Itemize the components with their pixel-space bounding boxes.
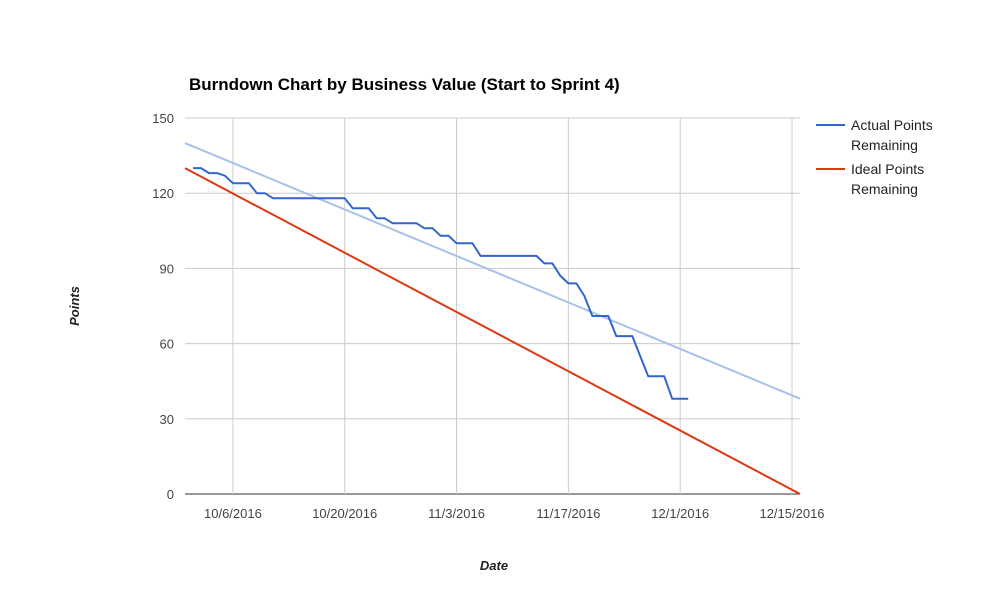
actual-points-line xyxy=(193,167,689,400)
x-tick-label: 12/15/2016 xyxy=(759,506,824,521)
y-tick-label: 0 xyxy=(167,487,174,502)
legend-label: Actual Points Remaining xyxy=(851,117,933,153)
x-axis: 10/6/2016 10/20/2016 11/3/2016 11/17/2016 12… xyxy=(204,506,825,521)
grid xyxy=(185,117,800,495)
x-tick-label: 10/6/2016 xyxy=(204,506,262,521)
x-tick-label: 10/20/2016 xyxy=(312,506,377,521)
actual-trendline xyxy=(184,142,801,400)
x-tick-label: 12/1/2016 xyxy=(651,506,709,521)
trendline xyxy=(184,142,801,400)
legend: Actual Points Remaining Ideal Points Remain… xyxy=(816,117,933,197)
y-axis-title: Points xyxy=(67,286,82,326)
x-axis-title: Date xyxy=(480,558,508,573)
y-tick-label: 120 xyxy=(152,186,174,201)
y-tick-label: 30 xyxy=(160,412,174,427)
y-tick-label: 60 xyxy=(160,337,174,352)
y-tick-label: 150 xyxy=(152,111,174,126)
legend-label: Ideal Points Remaining xyxy=(851,161,924,197)
series-layer xyxy=(184,167,801,495)
x-tick-label: 11/17/2016 xyxy=(536,506,600,521)
y-axis: 0 30 60 90 120 150 xyxy=(152,111,174,502)
y-tick-label: 90 xyxy=(160,261,174,276)
x-tick-label: 11/3/2016 xyxy=(428,506,485,521)
chart-title: Burndown Chart by Business Value (Start … xyxy=(189,75,620,94)
ideal-points-line xyxy=(184,167,801,495)
